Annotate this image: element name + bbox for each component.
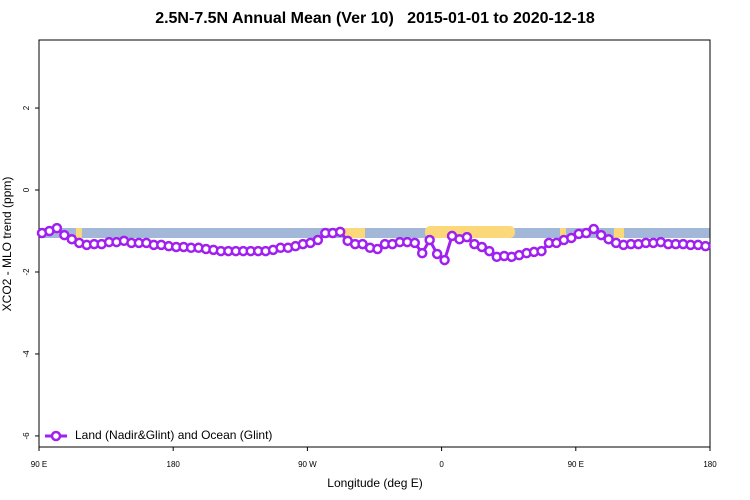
data-point (700, 240, 711, 252)
land-patch (560, 228, 566, 238)
y-tick-label: 0 (22, 187, 31, 192)
data-point (416, 247, 428, 259)
data-point (588, 223, 599, 235)
x-tick-label: 90 W (298, 460, 317, 469)
data-point (566, 232, 577, 244)
y-tick-label: 2 (22, 105, 31, 110)
y-axis-label: XCO2 - MLO trend (ppm) (0, 177, 14, 312)
land-patch (343, 228, 365, 238)
x-tick-label: 180 (703, 460, 717, 469)
y-tick-label: -4 (22, 350, 31, 358)
x-tick-label: 90 E (568, 460, 584, 469)
data-point (59, 229, 70, 241)
data-point (372, 243, 383, 255)
land-patch (76, 228, 82, 238)
data-point (439, 254, 450, 266)
land-patch (614, 228, 624, 238)
y-tick-label: -2 (22, 268, 31, 276)
legend-label: Land (Nadir&Glint) and Ocean (Glint) (75, 428, 272, 442)
y-tick-label: -6 (22, 432, 31, 440)
x-axis-label: Longitude (deg E) (327, 476, 422, 490)
data-point (484, 245, 495, 257)
ocean-band (39, 228, 710, 238)
x-tick-label: 0 (439, 460, 444, 469)
chart-title: 2.5N-7.5N Annual Mean (Ver 10) 2015-01-0… (155, 10, 595, 27)
data-point (476, 241, 488, 253)
data-point (424, 234, 435, 246)
data-point (334, 226, 346, 238)
x-tick-label: 180 (167, 460, 181, 469)
x-tick-label: 90 E (31, 460, 47, 469)
data-point (431, 248, 443, 260)
data-point (580, 227, 592, 239)
data-point (409, 237, 421, 249)
data-point (536, 245, 547, 257)
data-point (312, 234, 324, 246)
data-point (51, 222, 63, 234)
legend-marker (50, 430, 62, 442)
data-point (461, 231, 473, 243)
data-point (595, 229, 607, 241)
